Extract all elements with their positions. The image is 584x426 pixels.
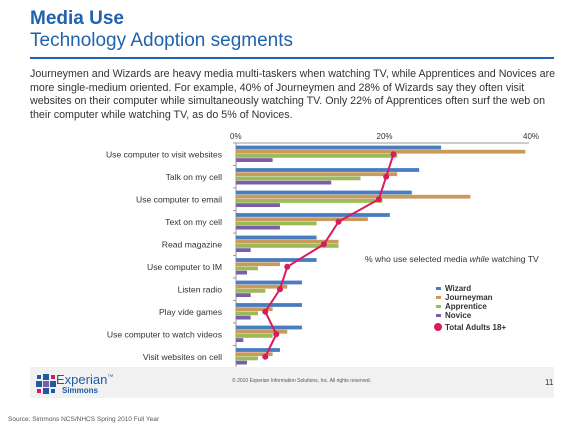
total-adults-point	[390, 151, 397, 158]
bar-wizard	[236, 190, 412, 195]
bar-apprentice	[236, 199, 383, 203]
category-label: Use computer to visit websites	[106, 149, 222, 159]
bar-journeyman	[236, 262, 280, 267]
bar-journeyman	[236, 239, 339, 244]
legend-swatch-total	[434, 323, 442, 331]
bar-novice	[236, 338, 244, 342]
chart-annotation: % who use selected media while watching …	[365, 254, 539, 264]
bar-apprentice	[236, 311, 258, 316]
bar-journeyman	[236, 194, 471, 199]
title-divider	[30, 57, 554, 59]
logo-subbrand: Simmons	[62, 386, 99, 395]
bar-wizard	[236, 145, 442, 150]
category-label: Text on my cell	[165, 217, 222, 227]
bar-wizard	[236, 348, 280, 352]
page-number: 11	[545, 378, 554, 387]
bar-wizard	[236, 235, 317, 240]
bar-novice	[236, 180, 332, 185]
bar-novice	[236, 158, 273, 162]
experian-dots-icon	[36, 374, 56, 394]
legend-swatch	[436, 296, 441, 299]
bar-wizard	[236, 213, 390, 217]
total-adults-point	[284, 263, 291, 270]
bar-wizard	[236, 168, 420, 172]
bar-journeyman	[236, 284, 288, 289]
bar-apprentice	[236, 356, 258, 361]
total-adults-point	[335, 218, 342, 225]
legend-label: Journeyman	[445, 293, 493, 302]
bar-novice	[236, 248, 251, 252]
category-label: Visit websites on cell	[143, 352, 222, 362]
legend-swatch	[436, 305, 441, 308]
category-label: Use computer to watch videos	[107, 329, 222, 339]
bar-apprentice	[236, 176, 361, 181]
category-label: Play vide games	[159, 307, 222, 317]
bar-journeyman	[236, 172, 398, 177]
x-tick-label: 0%	[230, 132, 242, 141]
bar-journeyman	[236, 352, 273, 357]
bar-journeyman	[236, 217, 368, 222]
bar-journeyman	[236, 329, 288, 334]
total-adults-point	[375, 196, 382, 203]
bar-novice	[236, 360, 247, 365]
slide-body-text: Journeymen and Wizards are heavy media m…	[30, 68, 556, 121]
bar-journeyman	[236, 307, 273, 312]
bar-novice	[236, 315, 251, 320]
experian-logo: Experian™ Simmons	[36, 372, 146, 396]
legend-swatch	[436, 314, 441, 317]
legend-label: Apprentice	[445, 302, 487, 311]
bar-novice	[236, 293, 251, 297]
bar-apprentice	[236, 334, 273, 338]
footer-bar	[30, 367, 554, 398]
bar-apprentice	[236, 289, 266, 293]
bar-wizard	[236, 325, 302, 330]
bar-apprentice	[236, 266, 258, 271]
copyright-notice: © 2010 Experian Information Solutions, I…	[232, 378, 372, 384]
total-adults-point	[383, 173, 390, 180]
source-note: Source: Simmons NCS/NHCS Spring 2010 Ful…	[8, 416, 160, 423]
bar-novice	[236, 203, 280, 207]
slide-subtitle: Technology Adoption segments	[30, 30, 294, 51]
bar-apprentice	[236, 154, 398, 158]
bar-novice	[236, 270, 247, 275]
category-label: Use computer to IM	[147, 262, 222, 272]
legend-label: Wizard	[445, 284, 471, 293]
category-label: Listen radio	[178, 284, 223, 294]
category-label: Talk on my cell	[166, 172, 222, 182]
x-tick-label: 40%	[523, 132, 539, 141]
legend-label: Total Adults 18+	[445, 323, 506, 332]
bar-wizard	[236, 258, 317, 262]
bar-apprentice	[236, 221, 317, 226]
legend-swatch	[436, 287, 441, 290]
bar-wizard	[236, 280, 302, 285]
slide-title: Media Use	[30, 8, 124, 29]
x-tick-label: 20%	[377, 132, 393, 141]
category-label: Read magazine	[162, 239, 222, 249]
bar-apprentice	[236, 244, 339, 248]
total-adults-point	[262, 308, 269, 315]
total-adults-point	[273, 331, 280, 338]
legend-label: Novice	[445, 311, 472, 320]
total-adults-point	[276, 286, 283, 293]
total-adults-line	[264, 153, 395, 358]
category-label: Use computer to email	[136, 194, 222, 204]
total-adults-point	[320, 241, 327, 248]
logo-wordmark: Experian™	[56, 372, 114, 387]
total-adults-point	[262, 353, 269, 360]
bar-journeyman	[236, 149, 526, 154]
bar-novice	[236, 225, 280, 230]
